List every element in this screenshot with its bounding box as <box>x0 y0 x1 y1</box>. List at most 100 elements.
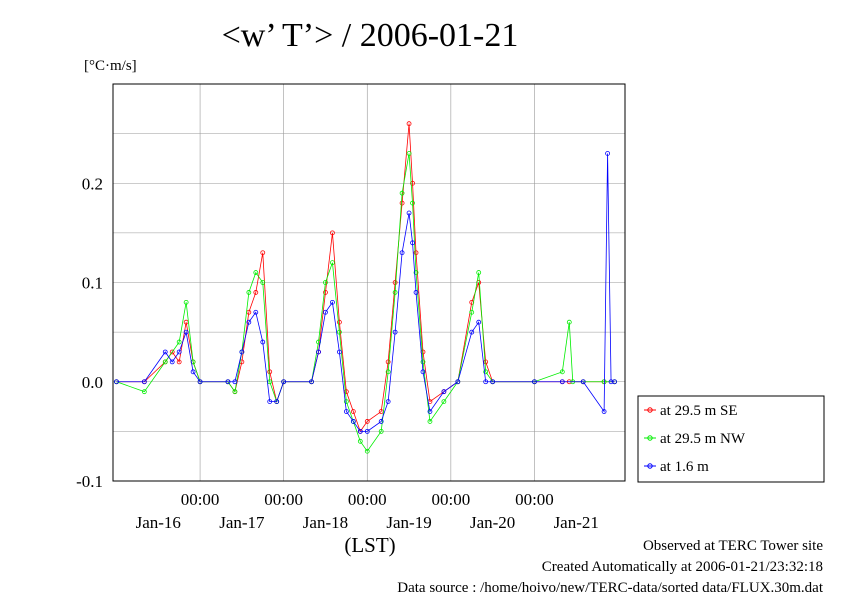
data-point <box>253 270 259 275</box>
data-point <box>392 280 398 285</box>
data-point <box>469 309 475 315</box>
footer-source: Data source : /home/hoivo/new/TERC-data/… <box>397 580 824 595</box>
data-point <box>343 409 349 414</box>
data-point <box>385 399 391 405</box>
data-point <box>441 389 447 395</box>
data-point <box>169 359 175 365</box>
data-point <box>406 151 412 156</box>
data-point <box>343 399 349 405</box>
data-point <box>350 419 356 424</box>
footer-observed: Observed at TERC Tower site <box>643 538 823 554</box>
series-1 <box>114 151 617 454</box>
plot-area <box>112 83 626 482</box>
data-point <box>309 379 314 385</box>
data-point <box>260 250 266 256</box>
data-point <box>399 200 405 206</box>
data-point <box>232 389 238 395</box>
data-point <box>532 379 537 385</box>
data-point <box>420 369 426 375</box>
data-point <box>357 438 363 444</box>
series-group <box>114 121 617 454</box>
data-point <box>608 379 614 385</box>
data-point <box>469 329 475 335</box>
data-point <box>190 369 196 375</box>
data-point <box>364 448 370 454</box>
data-point <box>350 409 356 414</box>
data-point <box>225 379 231 385</box>
data-point <box>406 121 412 127</box>
data-point <box>246 290 252 295</box>
x-tick-time-label: 00:00 <box>181 490 220 509</box>
data-point <box>385 369 391 375</box>
data-point <box>162 359 168 365</box>
x-tick-time-label: 00:00 <box>431 490 470 509</box>
legend-swatch-marker <box>647 435 653 441</box>
data-point <box>162 349 168 355</box>
data-point <box>427 419 433 424</box>
data-point <box>316 349 321 355</box>
legend-label: at 29.5 m SE <box>660 403 738 419</box>
series-line <box>116 123 615 433</box>
data-point <box>336 329 342 335</box>
data-point <box>364 419 370 424</box>
data-point <box>410 200 415 206</box>
y-tick-label: 0.2 <box>82 174 103 193</box>
data-point <box>413 250 419 256</box>
series-0 <box>114 121 617 434</box>
data-point <box>392 329 398 335</box>
data-point <box>612 379 617 385</box>
data-point <box>378 419 384 424</box>
data-point <box>169 349 175 355</box>
x-tick-date-label: Jan-21 <box>554 513 599 532</box>
data-point <box>176 359 182 365</box>
y-tick-label: -0.1 <box>76 472 103 491</box>
data-point <box>410 180 415 186</box>
data-point <box>559 379 565 385</box>
data-point <box>274 399 280 405</box>
x-tick-time-label: 00:00 <box>348 490 387 509</box>
data-point <box>260 280 266 285</box>
data-point <box>399 250 405 256</box>
data-point <box>260 339 266 345</box>
x-tick-date-label: Jan-16 <box>136 513 181 532</box>
data-point <box>253 290 259 295</box>
x-tick-date-label: Jan-18 <box>303 513 348 532</box>
data-point <box>420 359 426 365</box>
series-line <box>116 153 615 452</box>
data-point <box>114 379 119 385</box>
data-point <box>232 379 238 385</box>
data-point <box>490 379 496 385</box>
data-point <box>455 379 461 385</box>
legend-swatch-marker <box>647 463 653 469</box>
data-point <box>330 260 335 266</box>
data-point <box>281 379 287 385</box>
legend: at 29.5 m SE at 29.5 m NW at 1.6 m <box>637 395 825 483</box>
data-point <box>413 290 419 295</box>
data-point <box>476 270 482 275</box>
data-point <box>176 349 182 355</box>
data-point <box>239 349 245 355</box>
data-point <box>476 319 482 325</box>
chart-title: <w’ T’> / 2006-01-21 <box>222 17 519 54</box>
data-point <box>141 379 147 385</box>
data-point <box>197 379 203 385</box>
x-tick-date-label: Jan-20 <box>470 513 515 532</box>
data-point <box>559 369 565 375</box>
y-tick-label: 0.0 <box>82 373 103 392</box>
x-tick-date-label: Jan-19 <box>386 513 431 532</box>
data-point <box>413 270 419 275</box>
data-point <box>336 319 342 325</box>
data-point <box>483 379 489 385</box>
data-point <box>427 409 433 414</box>
data-point <box>601 409 607 414</box>
data-point <box>406 210 412 216</box>
data-point <box>267 399 273 405</box>
data-point <box>392 290 398 295</box>
data-point <box>330 230 335 236</box>
data-point <box>323 290 328 295</box>
data-point <box>410 240 415 246</box>
legend-box <box>637 395 825 483</box>
data-point <box>176 339 182 345</box>
